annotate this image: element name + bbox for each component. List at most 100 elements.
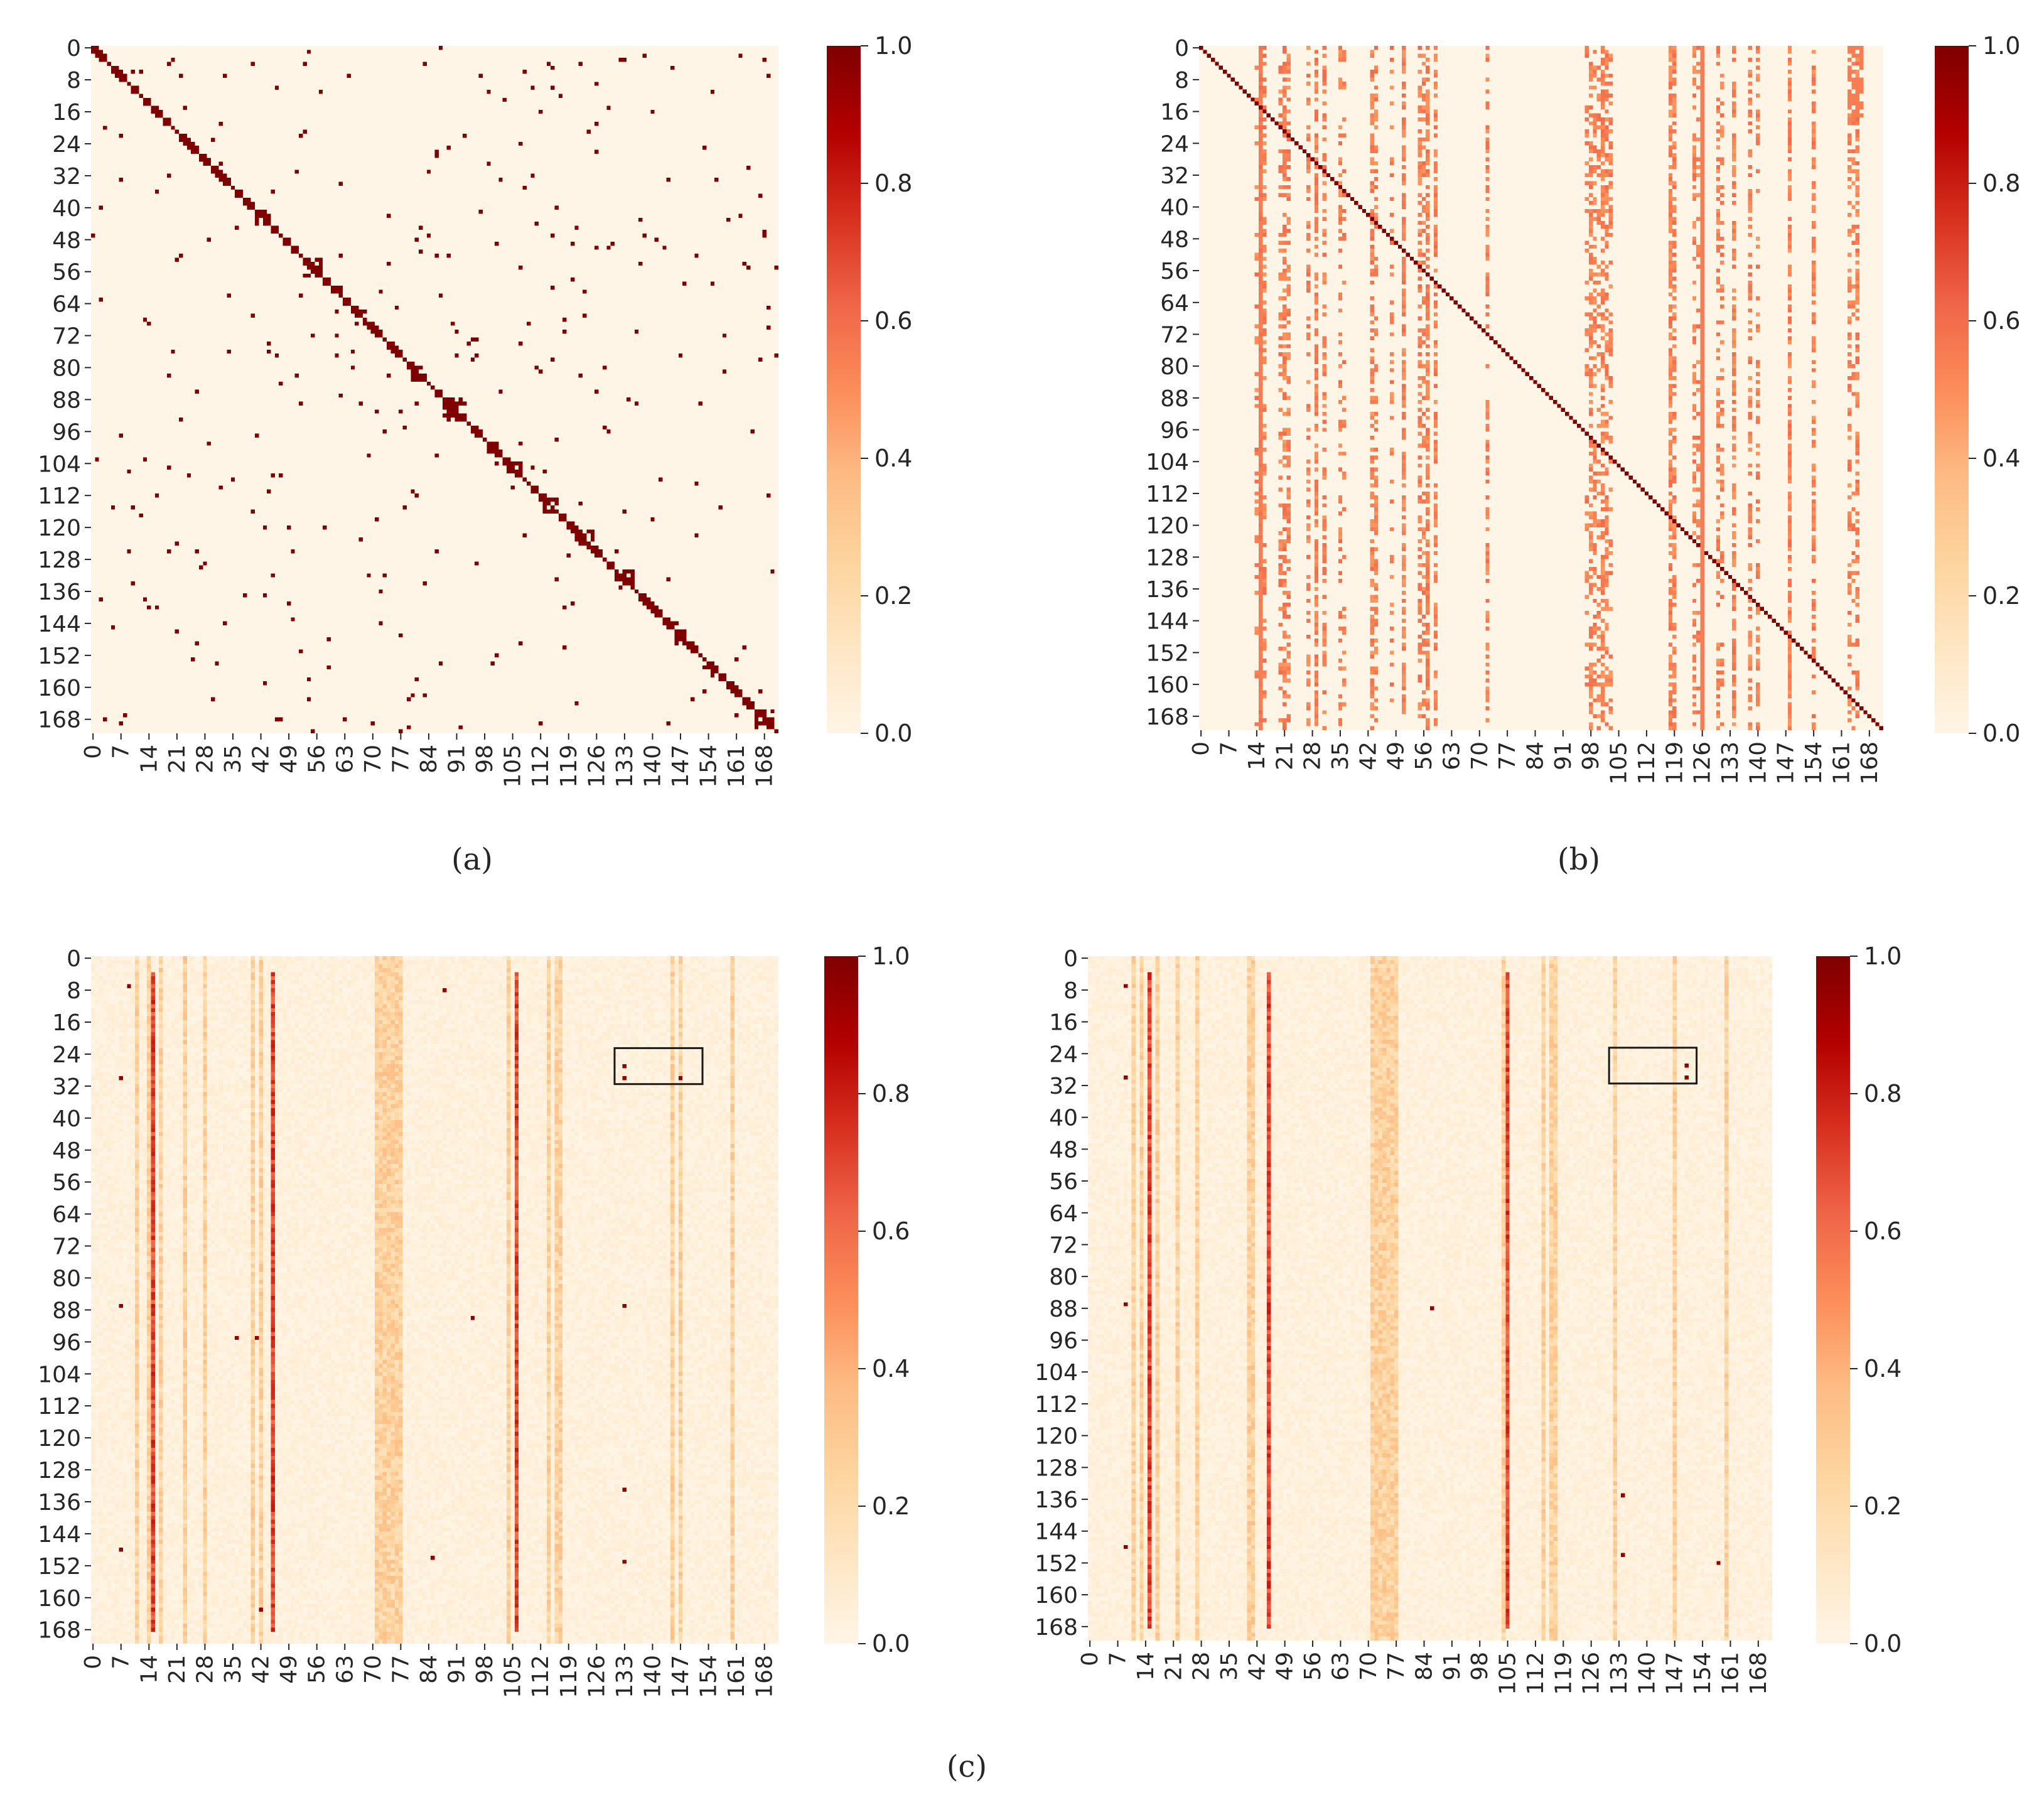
- x-tick-label: 84: [1411, 1652, 1437, 1681]
- x-tick-label: 105: [1606, 741, 1632, 785]
- y-tick-label: 16: [1160, 100, 1189, 126]
- colorbar-tick-label: 0.4: [872, 1355, 910, 1382]
- x-tick-label: 63: [332, 1655, 358, 1684]
- colorbar-tick-label: 0.6: [1982, 307, 2020, 335]
- x-tick-label: 112: [528, 745, 554, 788]
- x-tick-label: 21: [164, 745, 190, 773]
- colorbar-tick-label: 0.8: [1982, 170, 2020, 197]
- x-tick-label: 161: [1718, 1652, 1743, 1695]
- x-tick-label: 161: [724, 745, 750, 788]
- colorbar-a: [827, 46, 861, 733]
- x-tick-label: 56: [1411, 741, 1437, 770]
- x-tick-label: 77: [1495, 741, 1520, 770]
- y-tick-label: 72: [52, 1234, 81, 1260]
- x-tick-label: 168: [1746, 1652, 1772, 1695]
- x-tick-label: 63: [1439, 741, 1465, 770]
- x-tick-label: 14: [136, 1655, 162, 1684]
- y-tick-label: 120: [1146, 514, 1189, 539]
- y-tick-label: 32: [1160, 163, 1189, 189]
- y-tick-label: 0: [67, 946, 81, 972]
- x-tick-label: 154: [696, 745, 722, 788]
- x-tick-label: 7: [1217, 741, 1242, 756]
- y-tick-label: 48: [52, 228, 81, 254]
- x-tick-label: 63: [332, 745, 358, 773]
- y-tick-label: 64: [1049, 1201, 1078, 1227]
- x-tick-label: 7: [1105, 1652, 1131, 1666]
- y-tick-label: 64: [52, 1202, 81, 1228]
- colorbar-tick-label: 0.6: [874, 307, 912, 335]
- x-tick-label: 77: [388, 745, 414, 773]
- x-tick-label: 140: [1634, 1652, 1660, 1695]
- colorbar-tick-label: 0.4: [1864, 1355, 1901, 1382]
- x-tick-label: 91: [1439, 1652, 1465, 1681]
- y-tick-label: 168: [38, 708, 81, 733]
- y-tick-label: 104: [1146, 450, 1189, 475]
- y-tick-label: 32: [52, 1074, 81, 1100]
- y-tick-label: 128: [1146, 545, 1189, 571]
- y-tick-label: 0: [1063, 946, 1078, 972]
- x-tick-label: 98: [1578, 741, 1604, 770]
- colorbar-tick-label: 0.8: [874, 170, 912, 197]
- x-tick-label: 126: [1690, 741, 1716, 785]
- colorbar-tick-label: 0.0: [874, 719, 912, 747]
- y-tick-label: 32: [52, 164, 81, 190]
- x-tick-label: 126: [584, 1655, 610, 1698]
- x-tick-label: 91: [444, 745, 470, 773]
- y-tick-label: 136: [38, 579, 81, 605]
- y-tick-label: 80: [52, 355, 81, 381]
- x-tick-label: 140: [640, 745, 665, 788]
- y-tick-label: 24: [1049, 1042, 1078, 1067]
- colorbar-tick-label: 0.6: [872, 1217, 910, 1245]
- y-tick-label: 24: [1160, 131, 1189, 157]
- x-tick-label: 49: [276, 745, 302, 773]
- y-tick-label: 128: [38, 1458, 81, 1484]
- x-tick-label: 77: [1384, 1652, 1409, 1681]
- x-tick-label: 70: [360, 745, 386, 773]
- colorbar-tick-label: 0.4: [1982, 445, 2020, 472]
- x-tick-label: 119: [1662, 741, 1687, 785]
- y-tick-label: 72: [52, 324, 81, 350]
- x-tick-label: 84: [416, 1655, 442, 1684]
- heatmap-cells-c-right: [1088, 956, 1772, 1641]
- y-tick-label: 144: [1146, 609, 1189, 635]
- colorbar-tick-label: 0.0: [1982, 719, 2020, 747]
- y-tick-label: 24: [52, 1042, 81, 1068]
- x-tick-label: 112: [1523, 1652, 1549, 1695]
- x-tick-label: 105: [1495, 1652, 1521, 1695]
- y-tick-label: 152: [38, 644, 81, 669]
- y-tick-label: 48: [1160, 227, 1189, 252]
- colorbar-tick-label: 0.4: [874, 445, 912, 472]
- y-tick-label: 144: [38, 1522, 81, 1548]
- y-tick-label: 120: [38, 1426, 81, 1452]
- y-tick-label: 80: [1049, 1264, 1078, 1290]
- heatmap-c-left: 0816243240485664728088961041121201281361…: [38, 942, 910, 1698]
- x-tick-label: 49: [276, 1655, 302, 1684]
- x-tick-label: 133: [612, 1655, 638, 1698]
- y-tick-label: 0: [1175, 36, 1189, 62]
- x-tick-label: 84: [1522, 741, 1548, 770]
- y-tick-label: 160: [38, 1586, 81, 1612]
- x-tick-label: 161: [724, 1655, 750, 1698]
- colorbar-tick-label: 1.0: [872, 942, 910, 970]
- y-tick-label: 120: [1035, 1424, 1078, 1450]
- caption-c: (c): [947, 1749, 987, 1784]
- x-tick-label: 35: [220, 1655, 246, 1684]
- x-tick-label: 21: [1161, 1652, 1186, 1681]
- x-tick-label: 112: [1634, 741, 1660, 785]
- y-tick-label: 48: [52, 1138, 81, 1164]
- caption-a: (a): [451, 842, 493, 877]
- x-tick-label: 147: [668, 745, 694, 788]
- x-tick-label: 133: [1718, 741, 1743, 785]
- x-tick-label: 35: [1217, 1652, 1242, 1681]
- y-tick-label: 40: [52, 196, 81, 222]
- y-tick-label: 160: [1146, 672, 1189, 698]
- x-tick-label: 14: [1244, 741, 1270, 770]
- y-tick-label: 80: [52, 1266, 81, 1291]
- y-tick-label: 128: [38, 547, 81, 573]
- x-tick-label: 154: [1690, 1652, 1716, 1695]
- y-tick-label: 96: [52, 1330, 81, 1355]
- x-tick-label: 91: [444, 1655, 470, 1684]
- y-tick-label: 64: [1160, 291, 1189, 316]
- y-tick-label: 136: [1146, 577, 1189, 603]
